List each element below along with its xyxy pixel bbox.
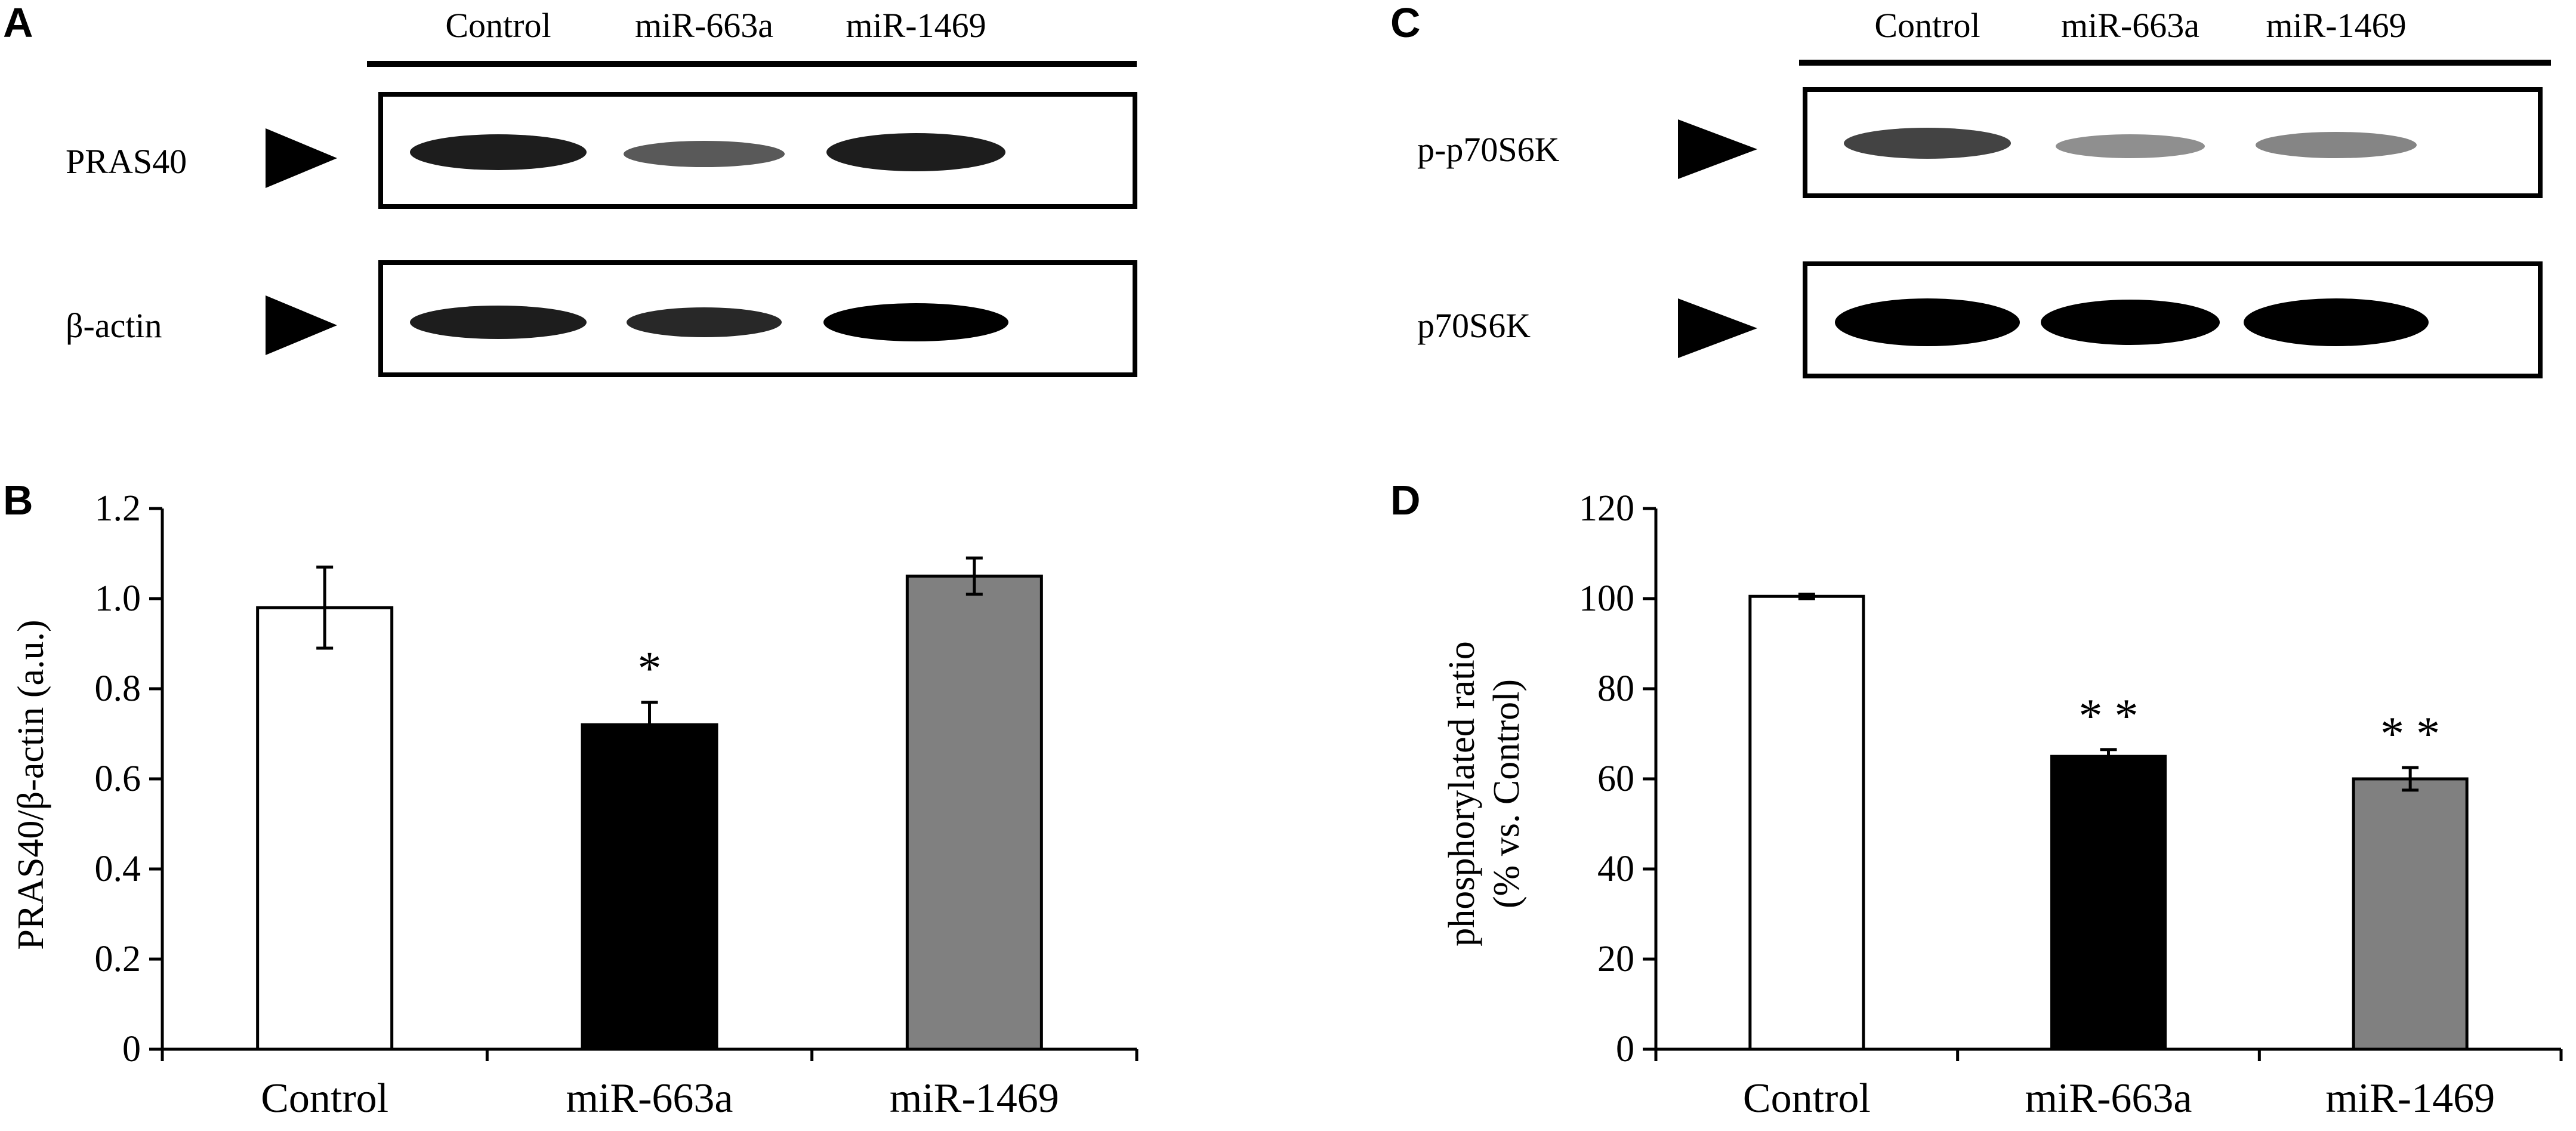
bar-chart-b: 0 0.2 0.4 0.6 0.8 1.0 1.2 Control * miR-663a miR-1…: [95, 488, 1139, 1121]
y-tick-label: 0.8: [95, 668, 141, 709]
panel-label-d: D: [1390, 477, 1421, 523]
arrowhead-pp70s6k-icon: [1678, 119, 1757, 179]
bar-control: [1748, 594, 1865, 1051]
x-category-label: miR-663a: [566, 1075, 733, 1121]
band-p70s6k-mir663a: [2041, 300, 2220, 345]
band-pras40-mir663a: [624, 141, 785, 167]
bar-mir663a: [581, 723, 718, 1051]
bar-mir1469: [905, 574, 1043, 1051]
blot-bands-pras40: [410, 133, 1005, 171]
band-pras40-control: [410, 134, 587, 170]
bar-control: [256, 606, 394, 1051]
significance-marker: * *: [2079, 690, 2139, 742]
y-tick-label: 1.0: [95, 578, 141, 619]
x-category-label: miR-663a: [2025, 1075, 2192, 1121]
y-tick-label: 40: [1597, 849, 1634, 889]
bar-mir1469: [2352, 777, 2469, 1051]
x-category-label: miR-1469: [890, 1075, 1059, 1121]
panel-label-b: B: [3, 477, 33, 523]
blot-label-p70s6k: p70S6K: [1417, 306, 1531, 345]
y-tick-label: 0.6: [95, 759, 141, 799]
y-axis-label-d-line2: (% vs. Control): [1486, 679, 1527, 908]
y-axis-label-d-line1: phosphorylated ratio: [1442, 641, 1482, 946]
bar-chart-d: 0 20 40 60 80 100 120 Control * * miR-663a * * miR-…: [1579, 488, 2563, 1121]
band-p70s6k-mir1469: [2244, 298, 2429, 346]
band-pp70s6k-mir1469: [2256, 132, 2417, 158]
lane-label-mir663a-a: miR-663a: [635, 6, 773, 45]
band-bactin-mir663a: [627, 307, 782, 337]
band-bactin-control: [410, 306, 587, 339]
lane-header-line-c: [1799, 60, 2551, 66]
arrowhead-pras40-icon: [266, 128, 337, 188]
blot-bands-pp70s6k: [1844, 128, 2417, 159]
y-tick-label: 0: [1616, 1029, 1634, 1070]
y-tick-label: 0.2: [95, 939, 141, 979]
y-tick-label: 100: [1579, 578, 1634, 619]
lane-label-mir663a-c: miR-663a: [2061, 6, 2199, 45]
y-tick-label: 1.2: [95, 488, 141, 529]
band-p70s6k-control: [1835, 298, 2020, 346]
bar-mir663a: [2050, 754, 2167, 1051]
x-category-label: Control: [261, 1075, 388, 1121]
blot-label-bactin: β-actin: [66, 306, 162, 345]
y-tick-label: 0: [122, 1029, 141, 1070]
blot-label-pp70s6k: p-p70S6K: [1417, 130, 1560, 169]
lane-label-mir1469-a: miR-1469: [846, 6, 986, 45]
arrowhead-bactin-icon: [266, 295, 337, 355]
lane-label-control-c: Control: [1874, 6, 1980, 45]
lane-header-line-a: [367, 61, 1137, 67]
x-category-label: miR-1469: [2325, 1075, 2495, 1121]
y-tick-label: 60: [1597, 759, 1634, 799]
y-tick-label: 80: [1597, 668, 1634, 709]
band-pras40-mir1469: [826, 133, 1005, 171]
x-category-label: Control: [1743, 1075, 1871, 1121]
band-pp70s6k-mir663a: [2056, 134, 2205, 158]
band-pp70s6k-control: [1844, 128, 2011, 159]
panel-a: A Control miR-663a miR-1469 PRAS40 β-act…: [3, 0, 1137, 377]
lane-label-mir1469-c: miR-1469: [2266, 6, 2406, 45]
panel-b: B PRAS40/β-actin (a.u.) 0 0.2 0.4 0.6 0.8 1.0…: [3, 477, 1139, 1121]
y-axis-label-b: PRAS40/β-actin (a.u.): [11, 620, 51, 950]
y-tick-label: 0.4: [95, 849, 141, 889]
significance-marker: *: [638, 643, 662, 695]
arrowhead-p70s6k-icon: [1678, 298, 1757, 358]
panel-label-c: C: [1390, 0, 1421, 46]
band-bactin-mir1469: [823, 303, 1008, 341]
y-tick-label: 120: [1579, 488, 1634, 529]
blot-label-pras40: PRAS40: [66, 142, 187, 181]
blot-bands-bactin: [410, 303, 1008, 341]
panel-c: C Control miR-663a miR-1469 p-p70S6K p70…: [1390, 0, 2551, 378]
panel-d: D phosphorylated ratio (% vs. Control) 0…: [1390, 477, 2563, 1121]
lane-label-control-a: Control: [445, 6, 551, 45]
blot-bands-p70s6k: [1835, 298, 2429, 346]
y-tick-label: 20: [1597, 939, 1634, 979]
significance-marker: * *: [2380, 708, 2440, 760]
panel-label-a: A: [3, 0, 33, 46]
